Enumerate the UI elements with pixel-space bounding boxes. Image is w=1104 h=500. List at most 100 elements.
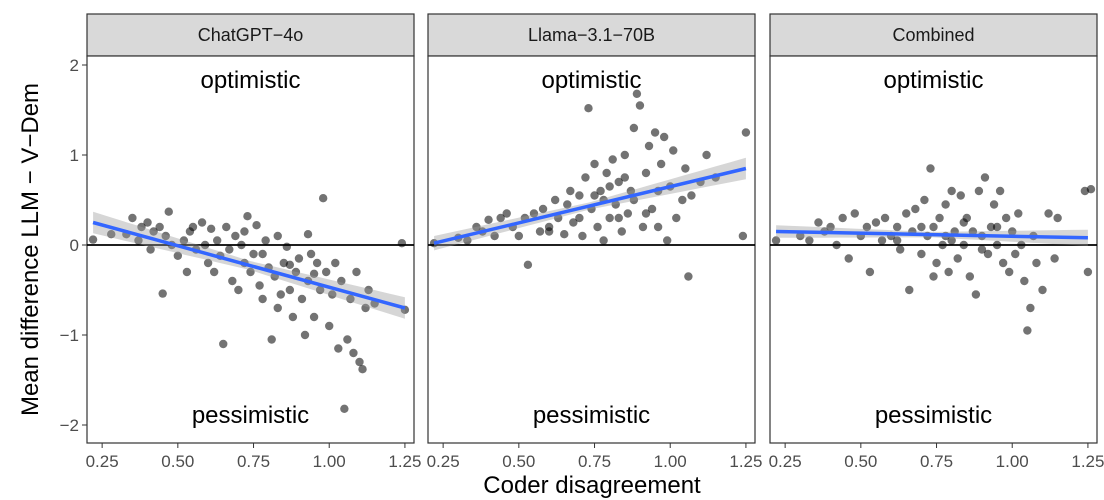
data-point: [566, 186, 575, 196]
data-point: [659, 132, 669, 142]
data-point: [684, 272, 693, 281]
data-point: [614, 177, 623, 187]
data-point: [463, 236, 472, 245]
data-point: [578, 231, 587, 241]
data-point: [877, 236, 887, 245]
data-point: [611, 200, 620, 209]
x-tick-label: 0.50: [502, 452, 535, 471]
data-point: [814, 218, 823, 227]
data-point: [149, 227, 158, 236]
data-point: [669, 146, 678, 155]
data-point: [243, 212, 252, 221]
x-tick-label: 0.75: [237, 452, 270, 471]
data-point: [880, 213, 890, 223]
data-point: [173, 251, 183, 260]
annotation-optimistic: optimistic: [883, 67, 983, 94]
data-point: [107, 230, 116, 239]
data-point: [228, 276, 237, 286]
facet-strip: [427, 13, 756, 57]
y-tick-label: 2: [70, 56, 79, 75]
data-point: [626, 186, 636, 196]
data-point: [929, 272, 938, 281]
data-point: [593, 222, 602, 232]
data-point: [285, 285, 295, 295]
x-tick-label: 1.25: [1071, 452, 1104, 471]
panel-2: Llama−3.1−70B optimistic pessimistic 0.25 0.…: [427, 13, 762, 471]
data-point: [146, 245, 155, 254]
data-point: [672, 213, 681, 223]
data-point: [995, 186, 1005, 196]
data-point: [871, 218, 881, 227]
data-point: [258, 249, 267, 259]
annotation-pessimistic: pessimistic: [875, 402, 992, 429]
data-point: [638, 222, 648, 232]
data-point: [920, 195, 929, 205]
data-point: [605, 213, 614, 223]
data-point: [1001, 213, 1011, 223]
data-point: [1032, 258, 1041, 268]
data-point: [1026, 303, 1035, 313]
x-tick-label: 1.00: [313, 452, 346, 471]
data-point: [741, 128, 751, 137]
data-point: [678, 195, 687, 205]
data-point: [584, 104, 593, 113]
data-point: [312, 258, 322, 268]
data-point: [523, 260, 533, 269]
data-point: [255, 281, 264, 290]
data-point: [249, 249, 258, 259]
data-point: [300, 330, 310, 340]
data-point: [947, 186, 956, 196]
data-point: [662, 236, 672, 245]
data-point: [535, 227, 545, 236]
data-point: [252, 221, 261, 230]
data-point: [261, 236, 270, 245]
data-point: [902, 209, 911, 218]
data-point: [998, 258, 1008, 268]
data-point: [959, 240, 968, 250]
annotation-pessimistic: pessimistic: [533, 402, 650, 429]
data-point: [832, 240, 841, 250]
data-point: [917, 249, 926, 259]
data-point: [702, 150, 711, 160]
data-point: [620, 173, 630, 182]
x-tick-label: 0.50: [161, 452, 194, 471]
data-point: [974, 186, 984, 196]
y-tick-label: −2: [60, 416, 79, 435]
data-point: [1086, 185, 1096, 194]
x-tick-label: 0.75: [920, 452, 953, 471]
data-point: [484, 215, 493, 224]
data-point: [617, 227, 626, 236]
facet-strip-label: Combined: [892, 25, 974, 45]
data-point: [472, 222, 481, 232]
panel-area: [427, 55, 756, 444]
data-point: [1044, 209, 1053, 218]
data-point: [956, 191, 965, 200]
data-point: [143, 218, 152, 227]
data-point: [641, 209, 651, 218]
regression-line: [433, 166, 747, 245]
x-tick-label: 1.25: [729, 452, 762, 471]
data-point: [653, 222, 663, 232]
data-point: [206, 224, 216, 233]
data-point: [1017, 240, 1026, 250]
data-point: [796, 231, 805, 241]
data-point: [273, 231, 282, 241]
data-point: [288, 312, 298, 322]
data-point: [917, 222, 926, 232]
data-point: [941, 200, 950, 209]
data-point: [197, 218, 207, 227]
data-point: [490, 231, 499, 241]
data-point: [992, 240, 1002, 250]
regression-line: [776, 229, 1088, 240]
data-point: [234, 285, 243, 295]
data-point: [986, 222, 996, 232]
data-point: [352, 267, 361, 277]
data-point: [88, 235, 98, 244]
data-point: [614, 213, 623, 223]
data-point: [826, 222, 835, 232]
data-point: [944, 267, 953, 277]
data-point: [297, 294, 307, 304]
data-point: [989, 200, 999, 209]
data-point: [738, 231, 748, 241]
data-point: [838, 213, 847, 223]
